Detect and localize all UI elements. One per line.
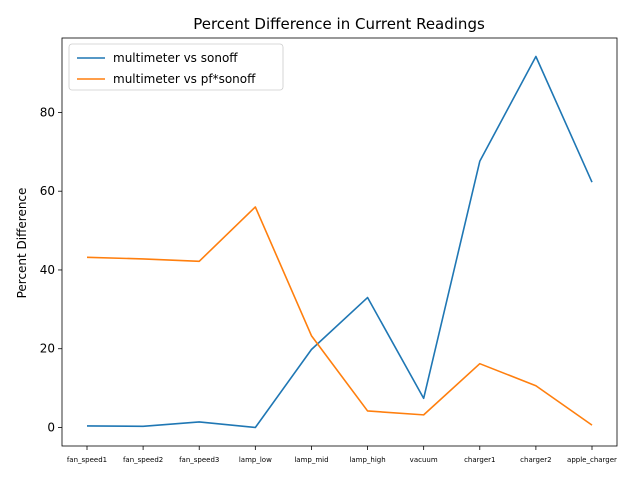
series-layer (86, 55, 593, 429)
chart-title: Percent Difference in Current Readings (193, 15, 485, 33)
series-line-2 (86, 206, 593, 426)
x-tick-label: apple_charger (567, 456, 617, 464)
y-tick-label: 40 (40, 263, 55, 277)
x-tick-label: lamp_mid (294, 456, 328, 464)
x-tick-label: fan_speed1 (67, 456, 107, 464)
y-axis-label: Percent Difference (15, 188, 29, 299)
x-tick-label: lamp_high (349, 456, 385, 464)
legend-label: multimeter vs sonoff (113, 51, 238, 65)
y-tick-label: 60 (40, 184, 55, 198)
ticks-layer: 0 20 40 60 80 fan_speed1 fan_speed2 fan_speed3 l… (40, 105, 617, 464)
x-tick-label: charger2 (520, 456, 551, 464)
y-tick-label: 80 (40, 105, 55, 119)
x-tick-label: fan_speed3 (179, 456, 219, 464)
legend-box (68, 43, 284, 91)
x-tick-label: fan_speed2 (123, 456, 163, 464)
x-tick-label: vacuum (410, 456, 438, 464)
x-tick-label: charger1 (464, 456, 495, 464)
x-tick-label: lamp_low (239, 456, 272, 464)
y-tick-label: 20 (40, 342, 55, 356)
y-tick-label: 0 (47, 420, 55, 434)
legend: multimeter vs sonoff multimeter vs pf*son… (68, 43, 284, 91)
plot-frame (61, 37, 618, 447)
series-line-1 (86, 55, 593, 429)
legend-label: multimeter vs pf*sonoff (113, 72, 256, 86)
